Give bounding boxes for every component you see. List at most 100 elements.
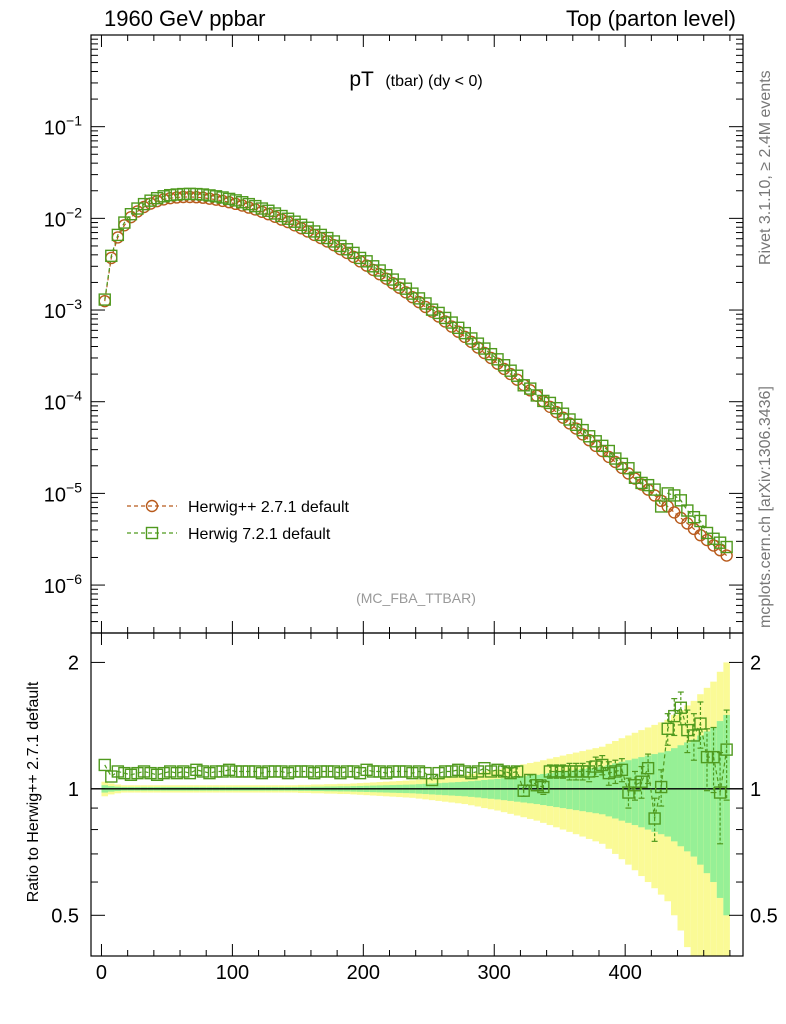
band-green-bin [703, 731, 711, 874]
main-y-tick-label: 10−1 [44, 113, 82, 140]
ratio-point [144, 766, 157, 780]
herwig7-point [203, 189, 216, 202]
herwig7-point [615, 457, 629, 471]
herwig7-point [183, 187, 197, 201]
ratio-point [661, 722, 674, 735]
herwig7-point [321, 231, 334, 245]
ratio-point [216, 765, 229, 778]
ratio-y-tick-label-left: 1 [68, 779, 79, 801]
ratio-point [458, 765, 471, 778]
band-green-bin [710, 727, 717, 883]
ratio-point [635, 775, 648, 788]
ratio-point [111, 765, 125, 778]
ratio-point [373, 765, 386, 778]
ratio-uncertainty-bands [101, 662, 730, 956]
ratio-point [131, 766, 144, 780]
axis-ticks [91, 34, 743, 957]
ratio-point [517, 784, 530, 797]
band-green-bin [592, 767, 599, 814]
ratio-point [530, 779, 543, 792]
herwigpp-point [707, 539, 720, 552]
ratio-point [334, 766, 347, 780]
chart-title: pT (tbar) (dy < 0) [349, 68, 482, 91]
herwig7-point [236, 196, 249, 209]
ratio-point [262, 765, 275, 778]
ratio-point [537, 780, 550, 794]
herwig7-point [602, 444, 616, 458]
ratio-point [425, 773, 439, 787]
ratio-point [255, 766, 269, 780]
header-energy-label: 1960 GeV ppbar [104, 6, 266, 31]
ratio-layer [98, 691, 733, 845]
ratio-point [386, 765, 399, 778]
herwig7-point [222, 192, 236, 206]
band-green-bin [670, 748, 678, 842]
main-y-tick-label: 10−5 [44, 479, 82, 506]
band-green-bin [612, 763, 619, 819]
ratio-point [321, 765, 334, 778]
ratio-point [236, 765, 249, 778]
ratio-point [177, 765, 190, 778]
herwig7-point [340, 243, 354, 256]
ratio-point [589, 760, 602, 773]
ratio-point [484, 765, 498, 778]
main-panel-frame [90, 34, 744, 634]
ratio-point [465, 766, 478, 780]
legend-label-herwigpp: Herwig++ 2.7.1 default [188, 499, 350, 516]
ratio-point [412, 765, 426, 778]
ratio-point [242, 765, 255, 778]
herwig7-point [170, 188, 183, 201]
legend: Herwig++ 2.7.1 default Herwig 7.2.1 defa… [127, 499, 350, 543]
herwig7-point [353, 251, 367, 265]
ratio-point [491, 763, 504, 777]
main-y-tick-label: 10−6 [44, 571, 82, 598]
main-y-tick-label: 10−4 [44, 388, 82, 415]
herwig7-point [111, 228, 125, 242]
ratio-point [98, 758, 111, 772]
ratio-point [268, 765, 282, 778]
herwig7-point [281, 212, 295, 225]
herwigpp-point [301, 225, 314, 238]
herwig7-point [144, 194, 157, 207]
ratio-point [229, 765, 242, 778]
band-green-bin [651, 754, 658, 832]
ratio-point [668, 709, 681, 723]
ratio-point [340, 765, 354, 778]
herwig7-point [366, 260, 380, 273]
herwig7-point [196, 188, 210, 201]
ratio-point [543, 765, 557, 778]
ratio-point [713, 786, 727, 799]
herwig7-point [98, 293, 111, 306]
ratio-point [203, 766, 216, 780]
ratio-point [510, 765, 524, 778]
herwigpp-point [308, 228, 321, 242]
ratio-point [281, 766, 295, 780]
ratio-point [124, 768, 138, 782]
ratio-point [569, 765, 583, 778]
herwig7-point [537, 394, 550, 408]
x-tick-label: 400 [608, 962, 641, 984]
ratio-point [353, 766, 367, 780]
band-green-bin [579, 769, 586, 812]
band-green-bin [605, 764, 613, 817]
x-tick-label: 100 [216, 962, 249, 984]
herwig7-point [373, 264, 386, 277]
ratio-point [288, 765, 301, 778]
herwig7-point [648, 483, 661, 496]
herwig7-point [661, 487, 674, 500]
herwigpp-point [321, 235, 334, 248]
legend-label-herwig7: Herwig 7.2.1 default [188, 526, 331, 543]
herwig7-point [229, 194, 242, 207]
analysis-watermark: (MC_FBA_TTBAR) [356, 590, 476, 606]
ratio-point [674, 701, 688, 714]
ratio-point [452, 763, 465, 777]
ratio-point [504, 766, 517, 780]
herwig7-point [517, 379, 530, 392]
ratio-point [478, 761, 491, 775]
ratio-point [294, 765, 308, 778]
band-green-bin [598, 766, 606, 815]
ratio-point [694, 717, 707, 730]
band-green-bin [572, 769, 580, 811]
band-green-bin [677, 745, 685, 847]
